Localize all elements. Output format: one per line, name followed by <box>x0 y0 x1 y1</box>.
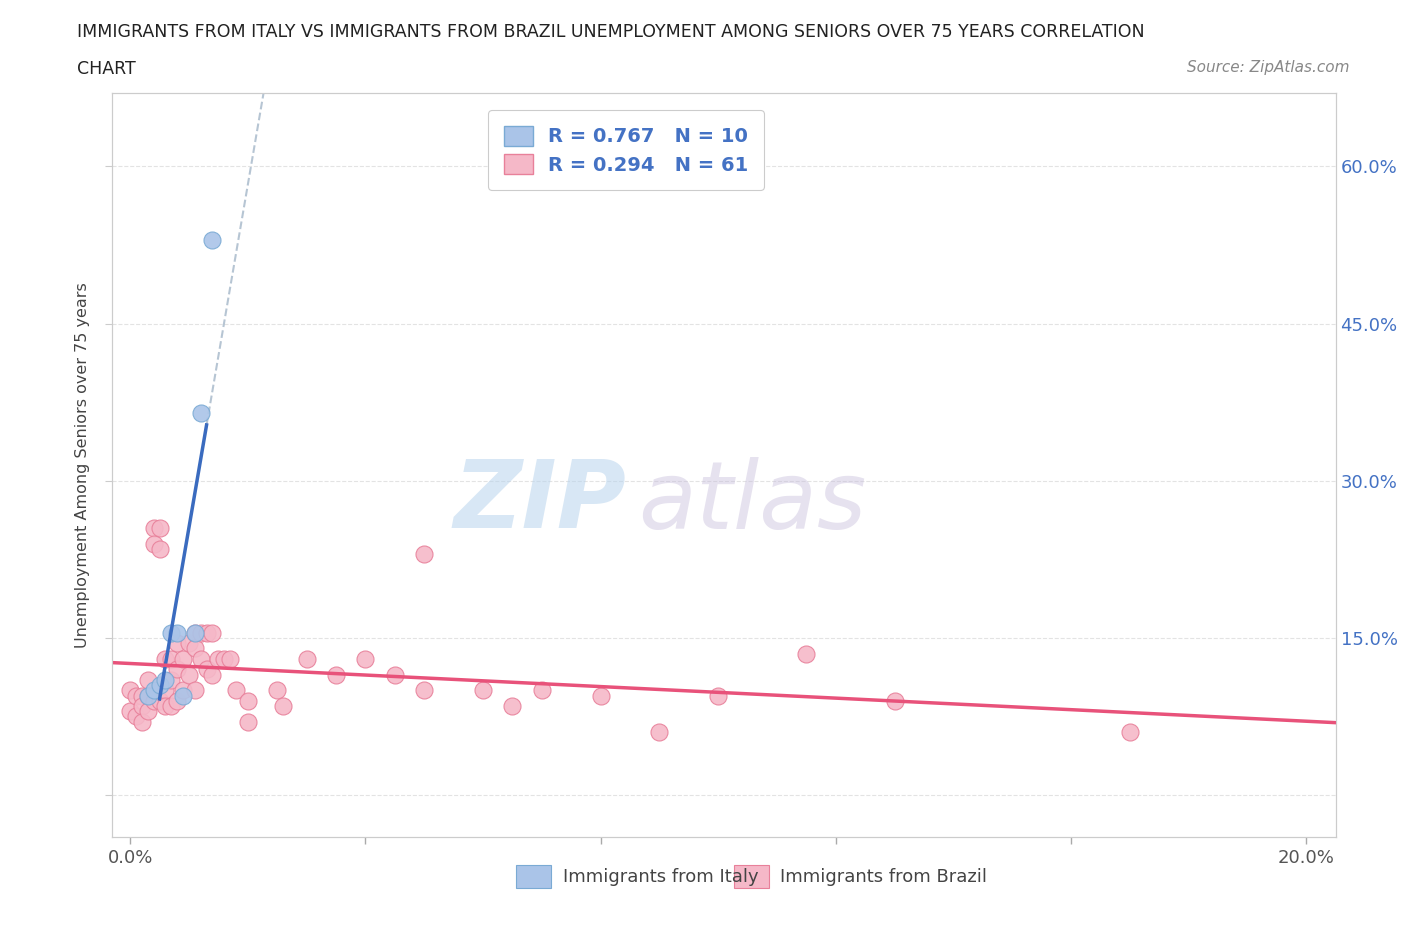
Text: CHART: CHART <box>77 60 136 78</box>
Point <box>195 625 218 640</box>
Point <box>219 651 242 666</box>
Point <box>354 651 377 666</box>
Point <box>589 688 612 703</box>
Point <box>195 662 218 677</box>
Point <box>166 662 188 677</box>
Y-axis label: Unemployment Among Seniors over 75 years: Unemployment Among Seniors over 75 years <box>75 282 90 648</box>
Point <box>166 625 188 640</box>
Text: IMMIGRANTS FROM ITALY VS IMMIGRANTS FROM BRAZIL UNEMPLOYMENT AMONG SENIORS OVER : IMMIGRANTS FROM ITALY VS IMMIGRANTS FROM… <box>77 23 1144 41</box>
Point <box>384 667 406 682</box>
Point <box>190 625 212 640</box>
Point <box>136 704 159 719</box>
Point <box>148 694 170 709</box>
Point <box>190 651 212 666</box>
Point <box>120 683 142 698</box>
Legend: R = 0.767   N = 10, R = 0.294   N = 61: R = 0.767 N = 10, R = 0.294 N = 61 <box>488 110 765 190</box>
Point <box>172 683 194 698</box>
Point <box>142 537 165 551</box>
Point <box>266 683 288 698</box>
Point <box>142 683 165 698</box>
Point <box>142 694 165 709</box>
Point <box>172 651 194 666</box>
Point <box>271 698 294 713</box>
Point <box>131 714 153 729</box>
Point <box>501 698 523 713</box>
Point <box>796 646 818 661</box>
Point <box>131 688 153 703</box>
Text: ZIP: ZIP <box>453 457 626 548</box>
Point <box>201 625 224 640</box>
Point <box>120 704 142 719</box>
Point <box>155 651 177 666</box>
Point <box>325 667 347 682</box>
Point <box>236 714 259 729</box>
Point <box>883 694 905 709</box>
Point <box>125 709 148 724</box>
Point <box>177 636 200 651</box>
Point <box>172 688 194 703</box>
Point <box>184 683 207 698</box>
Point <box>472 683 495 698</box>
Point <box>201 232 224 247</box>
Point <box>1119 724 1142 739</box>
Point <box>142 521 165 536</box>
Text: Immigrants from Brazil: Immigrants from Brazil <box>780 868 987 885</box>
Point <box>155 672 177 687</box>
Point <box>155 683 177 698</box>
Point <box>648 724 671 739</box>
Point <box>413 683 436 698</box>
Point <box>201 667 224 682</box>
Point <box>136 688 159 703</box>
Point <box>190 405 212 420</box>
Point <box>295 651 318 666</box>
Point <box>160 651 183 666</box>
Point <box>125 688 148 703</box>
Point <box>184 641 207 656</box>
Point <box>160 698 183 713</box>
Point <box>207 651 229 666</box>
Point <box>160 625 183 640</box>
Point <box>530 683 553 698</box>
Text: Source: ZipAtlas.com: Source: ZipAtlas.com <box>1187 60 1350 75</box>
Point <box>155 698 177 713</box>
Point <box>184 625 207 640</box>
Point <box>225 683 247 698</box>
Point <box>136 672 159 687</box>
Point <box>148 678 170 693</box>
Point <box>148 541 170 556</box>
Point <box>148 521 170 536</box>
Point <box>160 672 183 687</box>
Point <box>707 688 730 703</box>
Point <box>236 694 259 709</box>
Text: Immigrants from Italy: Immigrants from Italy <box>562 868 758 885</box>
Point <box>166 636 188 651</box>
Point <box>166 694 188 709</box>
Text: atlas: atlas <box>638 457 866 548</box>
Point <box>177 667 200 682</box>
Point <box>131 698 153 713</box>
Point <box>212 651 235 666</box>
Point <box>413 547 436 562</box>
Point <box>136 688 159 703</box>
Point <box>184 625 207 640</box>
